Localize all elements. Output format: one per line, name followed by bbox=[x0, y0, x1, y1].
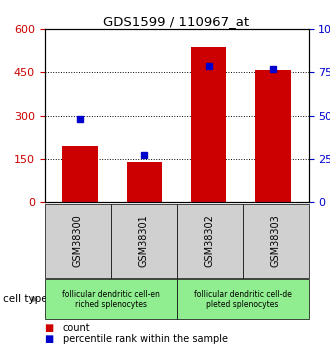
Text: ■: ■ bbox=[45, 334, 54, 344]
Bar bbox=[255, 70, 291, 202]
Text: follicular dendritic cell-en
riched splenocytes: follicular dendritic cell-en riched sple… bbox=[62, 289, 159, 309]
Text: GSM38302: GSM38302 bbox=[205, 214, 214, 267]
Text: percentile rank within the sample: percentile rank within the sample bbox=[63, 334, 228, 344]
Text: follicular dendritic cell-de
pleted splenocytes: follicular dendritic cell-de pleted sple… bbox=[194, 289, 291, 309]
Text: ■: ■ bbox=[45, 324, 54, 333]
Text: GSM38301: GSM38301 bbox=[139, 214, 148, 267]
Text: GSM38300: GSM38300 bbox=[73, 214, 82, 267]
Bar bbox=[191, 47, 226, 202]
Bar bbox=[127, 161, 162, 202]
Text: count: count bbox=[63, 324, 90, 333]
Text: GSM38303: GSM38303 bbox=[271, 214, 280, 267]
Bar bbox=[62, 146, 98, 202]
Title: GDS1599 / 110967_at: GDS1599 / 110967_at bbox=[104, 15, 249, 28]
Text: cell type: cell type bbox=[3, 294, 48, 304]
